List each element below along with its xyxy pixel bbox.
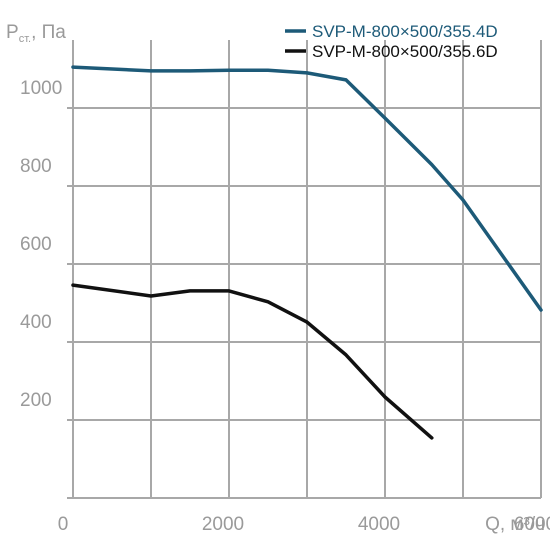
- y-tick-label: 400: [20, 312, 52, 333]
- y-tick-label: 600: [20, 234, 52, 255]
- line-series: [71, 283, 434, 440]
- y-tick-label: 1000: [20, 78, 62, 99]
- y-label-sub: ст.: [19, 33, 31, 45]
- x-axis-label: Q, м³/ч: [485, 514, 545, 535]
- y-tick-label: 800: [20, 156, 52, 177]
- x-tick-label: 4000: [358, 514, 400, 535]
- x-tick-label: 0: [58, 514, 69, 535]
- y-label-unit: , Па: [31, 22, 66, 43]
- y-axis-label: Pст., Па: [6, 22, 66, 45]
- y-tick-label: 200: [20, 390, 52, 411]
- x-tick-label: 2000: [202, 514, 244, 535]
- x-tick-label: 6000: [514, 514, 550, 535]
- legend-label: SVP-M-800×500/355.4D: [312, 22, 498, 41]
- legend-label: SVP-M-800×500/355.6D: [312, 42, 498, 61]
- line-series: [71, 65, 543, 312]
- y-label-main: P: [6, 22, 19, 43]
